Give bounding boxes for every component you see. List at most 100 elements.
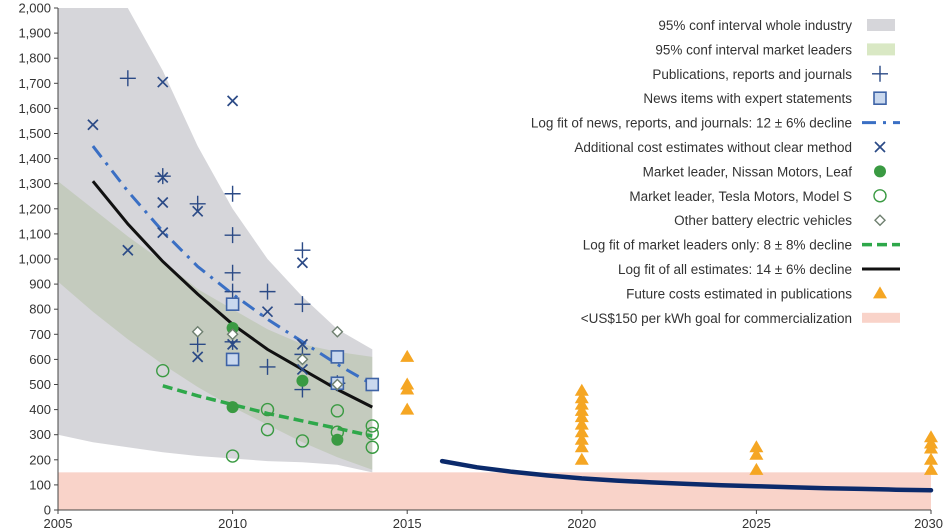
legend-marker-square xyxy=(873,91,887,105)
data-point-triangle xyxy=(574,383,589,396)
leaders-confidence-band xyxy=(58,181,373,470)
data-point-plus xyxy=(189,195,206,212)
data-point-triangle xyxy=(400,402,415,415)
goal-band xyxy=(58,472,931,510)
data-point-cross xyxy=(261,306,274,318)
data-point-open-circle xyxy=(365,426,379,441)
legend-label: Log fit of news, reports, and journals: … xyxy=(531,116,852,131)
data-point-plus xyxy=(224,185,241,202)
data-point-triangle xyxy=(400,382,415,395)
y-tick-label: 1,700 xyxy=(18,76,51,91)
y-tick-label: 400 xyxy=(29,402,51,417)
data-point-square xyxy=(225,297,240,311)
data-point-triangle xyxy=(749,462,764,475)
data-point-cross xyxy=(226,338,239,350)
data-point-filled-circle xyxy=(226,401,239,414)
y-tick-label: 300 xyxy=(29,427,51,442)
data-point-diamond xyxy=(226,328,239,341)
data-point-triangle xyxy=(574,403,589,416)
legend-marker-plus xyxy=(872,65,888,82)
fit-line-green-dash xyxy=(162,384,373,438)
data-point-triangle xyxy=(574,397,589,410)
legend-label: Future costs estimated in publications xyxy=(626,286,852,301)
data-point-square xyxy=(225,352,240,367)
y-tick-label: 1,200 xyxy=(18,201,51,216)
y-tick-label: 1,800 xyxy=(18,51,51,66)
y-tick-label: 700 xyxy=(29,327,51,342)
data-point-open-circle xyxy=(260,402,275,417)
y-tick-label: 1,300 xyxy=(18,176,51,191)
data-point-cross xyxy=(296,338,309,350)
data-point-open-circle xyxy=(225,449,240,463)
y-tick-label: 100 xyxy=(29,477,51,492)
legend-swatch-leader-band xyxy=(867,43,895,56)
data-point-plus xyxy=(224,227,241,244)
data-point-plus xyxy=(154,168,171,185)
axes: 0 100 200 300 400 500 600 700 800 900 1,000 1,100 1,… xyxy=(18,1,943,531)
data-point-open-circle xyxy=(365,440,379,454)
data-point-triangle xyxy=(924,430,938,443)
legend-marker-diamond xyxy=(874,214,886,227)
legend-marker-cross xyxy=(874,141,886,153)
data-point-cross xyxy=(226,95,239,107)
legend-label: Market leader, Tesla Motors, Model S xyxy=(629,189,852,204)
legend-marker-filled-circle xyxy=(874,165,886,178)
x-tick-label: 2030 xyxy=(914,516,943,531)
data-point-cross xyxy=(296,257,309,269)
data-point-open-circle xyxy=(330,425,345,439)
y-tick-label: 500 xyxy=(29,377,51,392)
data-point-open-circle xyxy=(260,422,275,437)
confidence-bands xyxy=(58,8,373,473)
data-point-triangle xyxy=(574,391,589,404)
y-tick-label: 1,000 xyxy=(18,252,51,267)
legend-swatch-goal xyxy=(862,312,900,323)
y-tick-label: 0 xyxy=(44,503,51,518)
data-point-triangle xyxy=(574,440,589,453)
data-point-diamond xyxy=(331,325,344,338)
data-point-open-circle xyxy=(295,434,310,448)
y-tick-label: 600 xyxy=(29,352,51,367)
data-point-diamond xyxy=(191,325,204,338)
y-tick-label: 200 xyxy=(29,452,51,467)
data-point-cross xyxy=(192,351,204,363)
data-point-triangle xyxy=(749,440,764,453)
data-point-cross xyxy=(157,171,169,184)
data-point-cross xyxy=(192,205,204,217)
data-point-open-circle xyxy=(365,419,379,433)
y-tick-label: 1,900 xyxy=(18,26,51,41)
data-point-cross xyxy=(157,196,169,209)
data-point-cross xyxy=(87,119,99,131)
legend-label: 95% conf interval whole industry xyxy=(658,18,852,33)
data-point-triangle xyxy=(574,425,589,438)
x-tick-label: 2010 xyxy=(218,516,247,531)
legend-label: Other battery electric vehicles xyxy=(674,213,852,228)
data-point-cross xyxy=(296,363,309,376)
legend-marker-open-circle xyxy=(873,189,887,203)
data-point-diamond xyxy=(331,378,344,391)
legend-label: 95% conf interval market leaders xyxy=(655,42,852,57)
data-point-filled-circle xyxy=(226,322,239,335)
y-tick-label: 1,400 xyxy=(18,151,51,166)
legend-label: Log fit of all estimates: 14 ± 6% declin… xyxy=(618,262,852,277)
legend: 95% conf interval whole industry 95% conf… xyxy=(531,18,900,326)
data-point-triangle xyxy=(924,452,938,465)
x-tick-label: 2015 xyxy=(393,516,422,531)
data-point-square xyxy=(365,377,380,392)
legend-label: Publications, reports and journals xyxy=(652,67,852,82)
data-point-square xyxy=(330,350,345,364)
data-point-plus xyxy=(259,358,276,375)
legend-label: Log fit of market leaders only: 8 ± 8% d… xyxy=(583,238,852,253)
data-point-plus xyxy=(294,242,311,259)
data-point-plus xyxy=(189,336,206,353)
data-point-triangle xyxy=(400,349,415,362)
y-tick-label: 900 xyxy=(29,277,51,292)
data-point-plus xyxy=(259,283,276,300)
commercialization-goal-band xyxy=(58,472,931,510)
y-tick-label: 1,500 xyxy=(18,126,51,141)
legend-label: News items with expert statements xyxy=(643,91,852,106)
data-point-cross xyxy=(122,244,134,256)
fit-line-navy-line xyxy=(439,458,934,493)
fit-line-dashdot xyxy=(91,145,374,386)
x-tick-label: 2025 xyxy=(742,516,771,531)
legend-label: Additional cost estimates without clear … xyxy=(574,140,852,155)
